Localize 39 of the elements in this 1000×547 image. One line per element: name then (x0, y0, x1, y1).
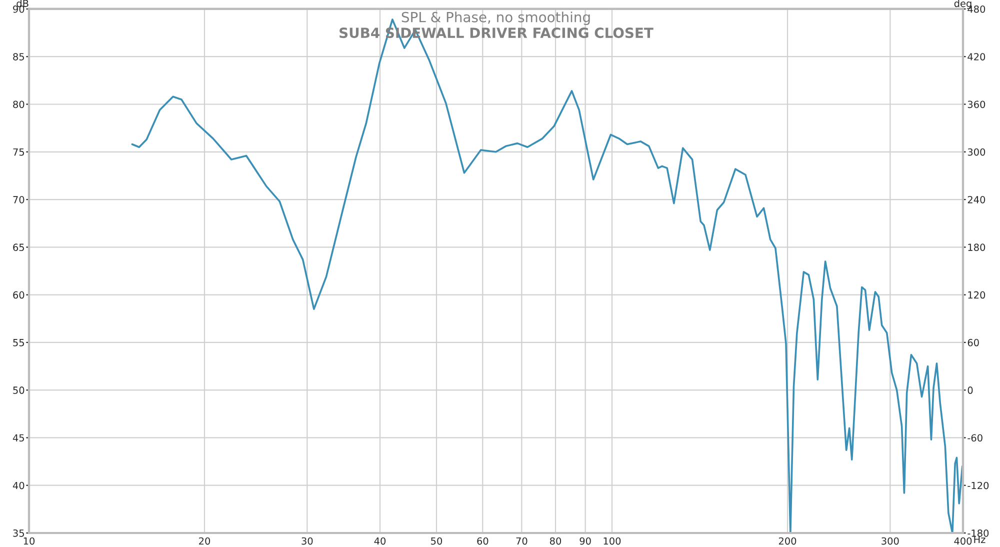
y2-tick-label: 420 (968, 53, 986, 60)
y2-tick-label: 300 (968, 148, 986, 156)
y2-tick-label: -60 (968, 434, 982, 442)
y2-tick-label: 120 (968, 291, 986, 299)
y2-tick-label: 180 (968, 244, 986, 251)
y-tick-label: 70 (13, 196, 24, 204)
x-tick-label: 60 (477, 537, 488, 545)
x-tick-label: 400 (954, 537, 972, 545)
y-tick-label: 55 (13, 339, 24, 346)
x-tick-label: 90 (580, 537, 591, 545)
y2-tick-label: 240 (968, 196, 986, 204)
y-tick-label: 90 (13, 5, 24, 13)
x-axis-title: Hz (974, 536, 986, 544)
x-tick-label: 20 (199, 537, 210, 545)
y-axis-title: dB (16, 0, 28, 8)
x-tick-label: 80 (550, 537, 562, 545)
y-tick-label: 65 (13, 244, 24, 251)
x-tick-label: 30 (302, 537, 313, 545)
y-tick-label: 50 (13, 386, 24, 394)
chart-title: SPL & Phase, no smoothing (402, 12, 590, 26)
y-tick-label: 75 (13, 148, 24, 156)
x-tick-label: 200 (778, 537, 796, 545)
y2-tick-label: 0 (968, 386, 973, 394)
y-tick-label: 45 (12, 434, 24, 442)
x-tick-label: 70 (516, 537, 528, 545)
y2-tick-label: 60 (968, 338, 979, 346)
y-tick-label: 80 (13, 100, 24, 108)
x-tick-label: 50 (431, 537, 442, 545)
y-tick-label: 35 (13, 529, 24, 537)
x-tick-label: 10 (24, 537, 35, 545)
y-tick-label: 85 (13, 53, 24, 60)
y2-tick-label: -120 (968, 482, 989, 490)
y2-tick-label: 360 (968, 100, 986, 108)
y-tick-label: 60 (13, 291, 24, 299)
y-tick-label: 40 (12, 482, 24, 490)
y2-tick-label: -180 (968, 529, 989, 537)
x-tick-label: 300 (882, 537, 899, 545)
x-tick-label: 40 (374, 537, 386, 545)
x-tick-label: 100 (604, 537, 621, 545)
